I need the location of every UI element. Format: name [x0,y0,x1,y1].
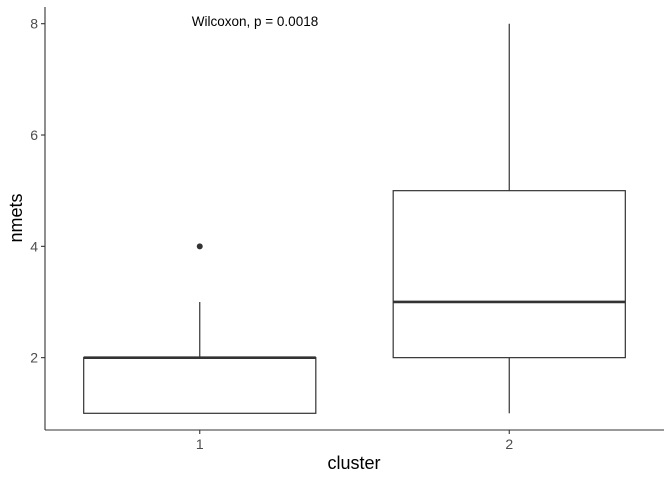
box-iqr [83,357,317,414]
outlier-point [196,243,203,250]
x-tick-label: 2 [505,436,513,452]
box-group-1 [83,243,317,414]
y-tick-label: 2 [30,350,38,366]
box-iqr [392,190,626,359]
ticks-layer: 2 4 6 8 1 2 [30,16,513,452]
y-tick-label: 8 [30,16,38,32]
axes-layer [44,7,664,431]
x-tick-label: 1 [196,436,204,452]
box-group-2 [392,23,626,414]
y-tick-label: 6 [30,127,38,143]
y-tick-label: 4 [30,238,38,254]
x-axis-title: cluster [327,453,380,473]
boxes-layer [83,23,626,414]
test-annotation: Wilcoxon, p = 0.0018 [192,14,318,29]
y-axis-title: nmets [6,193,26,242]
